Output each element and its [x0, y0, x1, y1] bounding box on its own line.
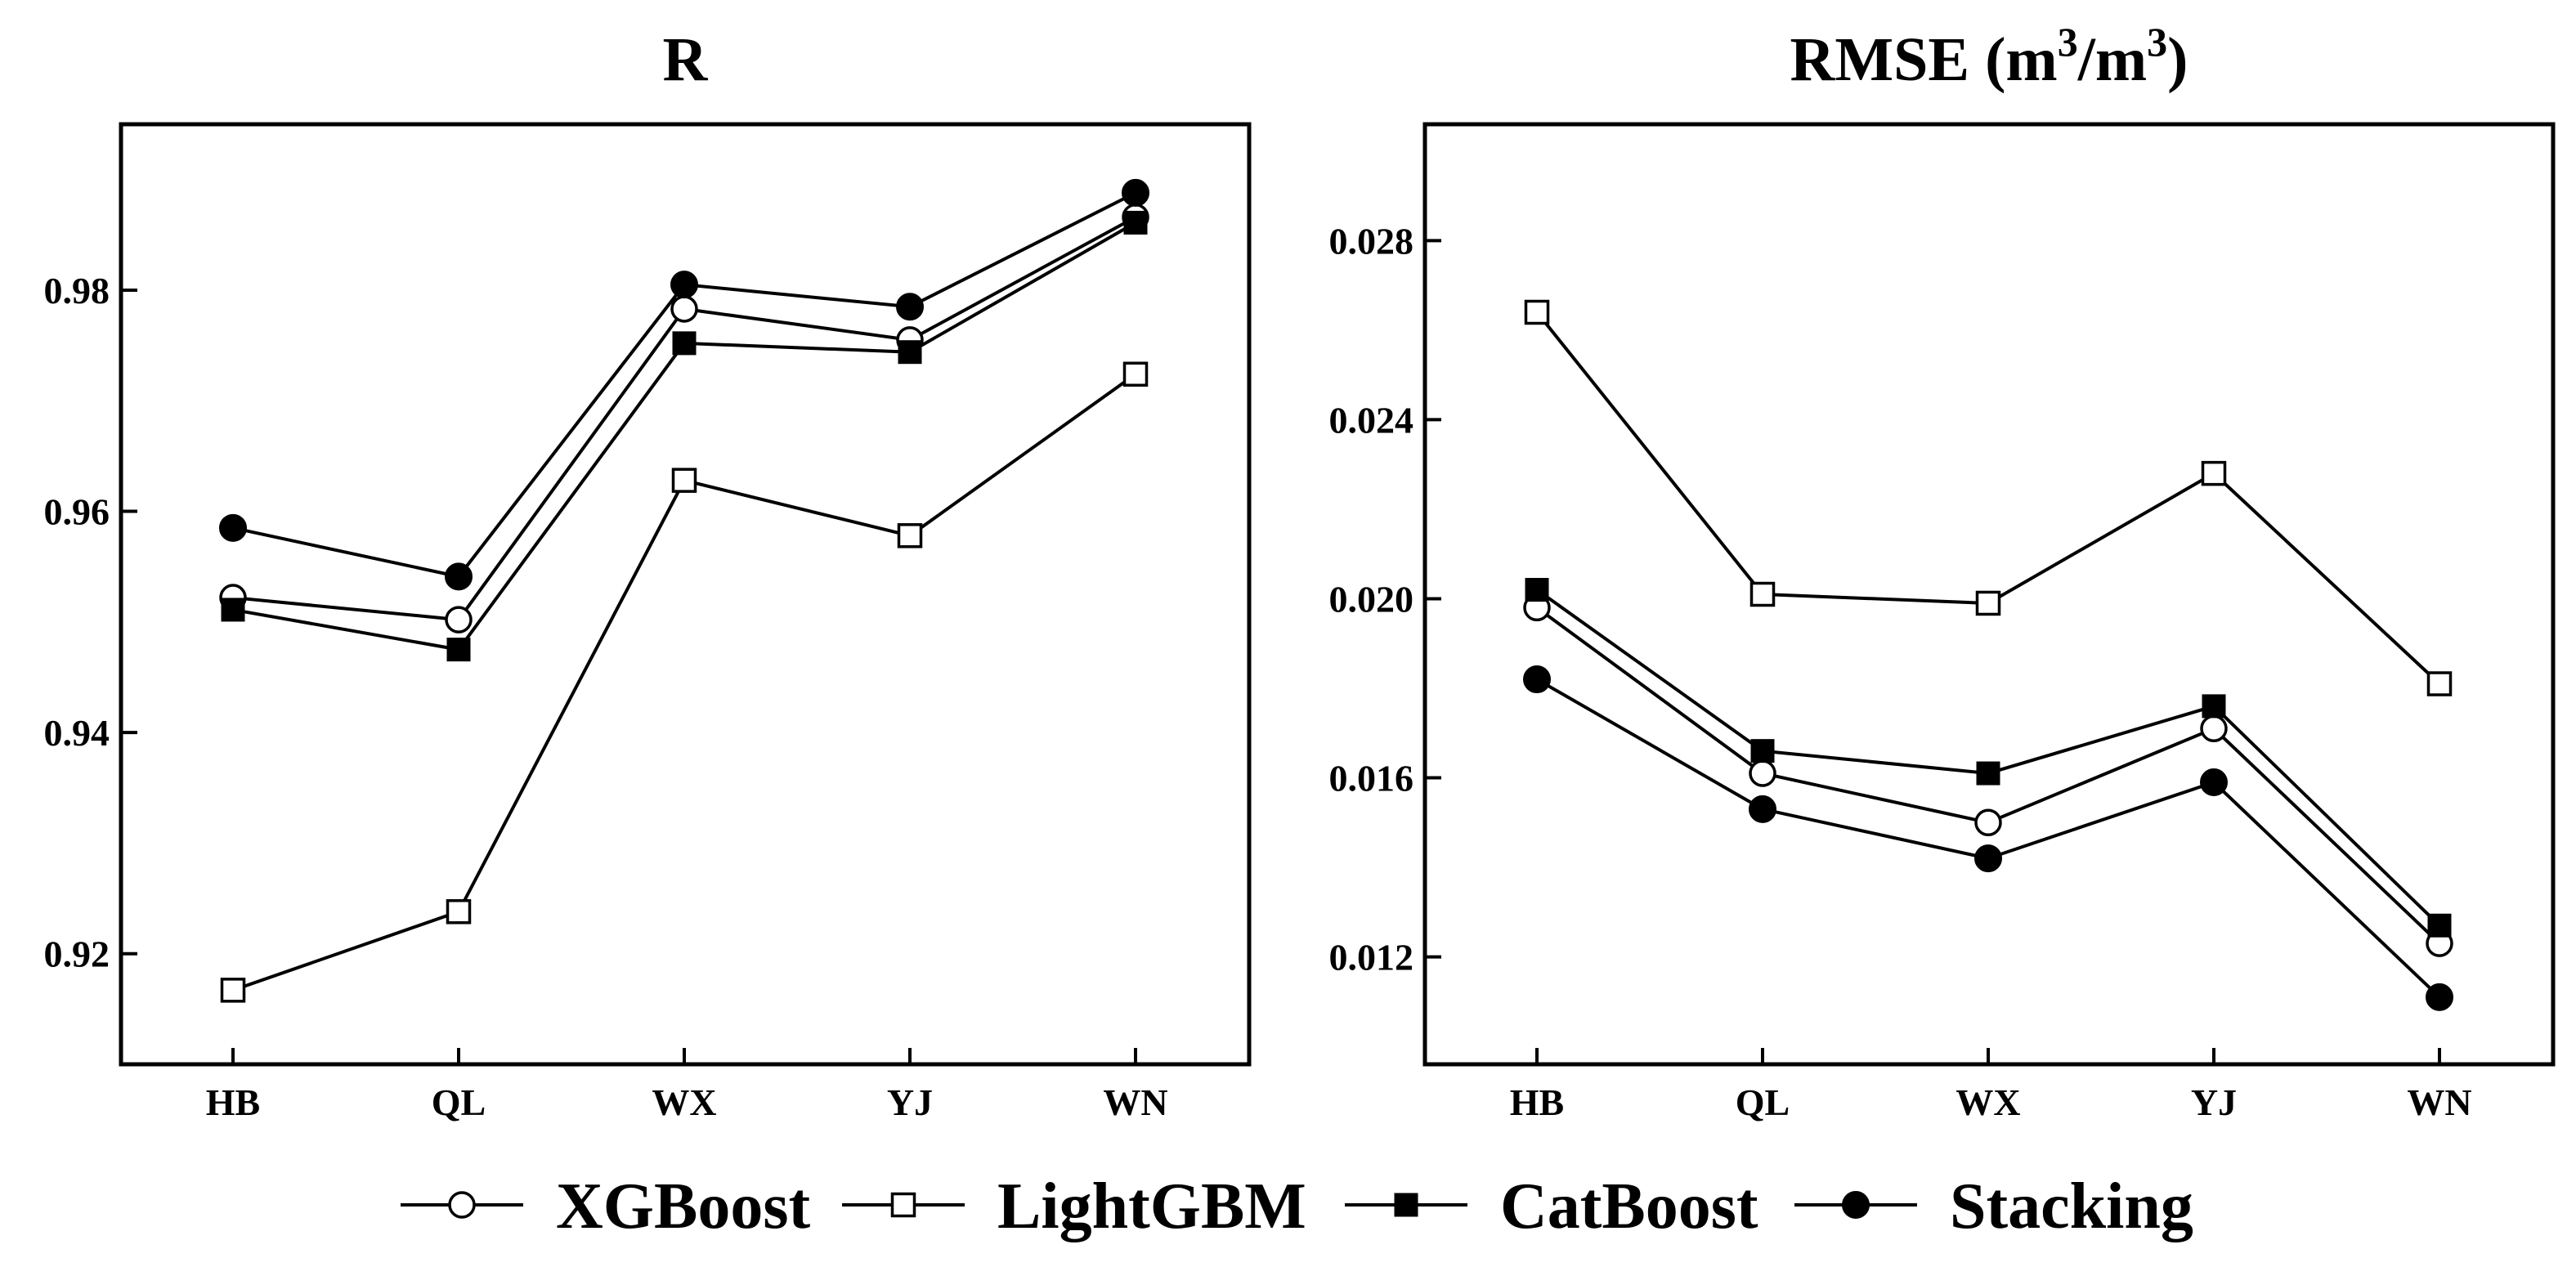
rmse-x-tick-label: QL [1736, 1081, 1790, 1123]
r-catboost-point [672, 331, 697, 356]
r-catboost-point [898, 340, 922, 365]
legend-label-lightgbm: LightGBM [997, 1171, 1306, 1242]
legend-marker-xgboost [448, 1191, 476, 1219]
legend-marker-catboost [1394, 1193, 1418, 1217]
r-chart-panel: R 0.92 0.94 0.96 0.98 HB QL WX YJ WN [44, 25, 1252, 1123]
r-plot-frame [119, 122, 1252, 1067]
rmse-catboost-point [1750, 739, 1775, 763]
rmse-stacking-line [1536, 678, 2441, 999]
r-stacking-point [670, 271, 698, 299]
legend-item-catboost: CatBoost [1345, 1171, 1758, 1242]
rmse-catboost-point [2427, 913, 2452, 938]
rmse-y-tick-label: 0.012 [1329, 937, 1414, 978]
rmse-stacking-point [1974, 844, 2002, 873]
rmse-y-tick-label: 0.024 [1329, 399, 1414, 441]
r-catboost-point [1123, 210, 1148, 235]
r-x-tick-label: WX [652, 1081, 716, 1123]
rmse-lightgbm-point [1975, 590, 2001, 616]
r-lightgbm-point [897, 523, 923, 548]
rmse-lightgbm-point [1749, 581, 1776, 607]
rmse-x-tick-label: WN [2407, 1081, 2471, 1123]
r-x-tick-label: QL [432, 1081, 486, 1123]
r-x-tick-label: WN [1103, 1081, 1167, 1123]
legend-marker-stacking [1842, 1191, 1870, 1219]
legend-label-catboost: CatBoost [1500, 1171, 1758, 1242]
title-superscript: 3 [2147, 19, 2167, 65]
legend-item-stacking: Stacking [1794, 1171, 2193, 1242]
rmse-xgboost-point [1974, 808, 2002, 837]
legend: XGBoost LightGBM CatBoost Stacking [401, 1171, 2193, 1242]
r-lightgbm-point [1122, 361, 1149, 387]
r-lightgbm-point [220, 978, 246, 1003]
r-chart-title: R [663, 25, 709, 94]
r-y-tick-label: 0.96 [44, 491, 110, 533]
r-catboost-point [221, 598, 245, 622]
rmse-stacking-point [1523, 665, 1551, 694]
r-lightgbm-point [671, 468, 697, 493]
rmse-xgboost-point [2200, 714, 2228, 743]
rmse-catboost-point [2202, 694, 2226, 719]
r-x-tick-label: HB [206, 1081, 260, 1123]
title-text-part: ) [2167, 25, 2188, 94]
r-stacking-line [232, 191, 1136, 579]
title-text-part: RMSE (m [1790, 25, 2058, 94]
rmse-lightgbm-point [2426, 671, 2453, 696]
rmse-catboost-point [1525, 578, 1549, 602]
r-stacking-point [219, 513, 247, 542]
r-xgboost-point [445, 606, 473, 634]
legend-item-lightgbm: LightGBM [842, 1171, 1306, 1242]
rmse-x-tick-label: YJ [2191, 1081, 2237, 1123]
rmse-stacking-point [2200, 768, 2228, 796]
r-catboost-point [446, 638, 471, 662]
rmse-chart-title: RMSE (m3/m3) [1790, 19, 2188, 94]
rmse-y-tick-label: 0.020 [1329, 578, 1414, 620]
legend-item-xgboost: XGBoost [401, 1171, 810, 1242]
rmse-stacking-point [1749, 795, 1776, 823]
r-y-tick-label: 0.98 [44, 270, 110, 311]
legend-label-stacking: Stacking [1950, 1171, 2193, 1242]
r-stacking-point [445, 562, 473, 591]
rmse-stacking-point [2426, 983, 2453, 1011]
rmse-catboost-point [1976, 761, 2000, 786]
r-y-tick-label: 0.94 [44, 712, 110, 754]
legend-label-xgboost: XGBoost [556, 1171, 810, 1242]
title-superscript: 3 [2058, 19, 2078, 65]
rmse-xgboost-point [1749, 759, 1776, 787]
rmse-lightgbm-point [2201, 460, 2227, 486]
rmse-x-tick-label: HB [1510, 1081, 1564, 1123]
r-lightgbm-point [446, 899, 472, 925]
title-text-part: /m [2077, 25, 2147, 94]
legend-marker-lightgbm [890, 1192, 916, 1218]
r-stacking-point [896, 293, 924, 321]
r-x-tick-label: YJ [887, 1081, 933, 1123]
rmse-lightgbm-point [1524, 299, 1550, 325]
rmse-y-tick-label: 0.016 [1329, 758, 1414, 799]
r-stacking-point [1122, 178, 1149, 207]
r-y-tick-label: 0.92 [44, 933, 110, 975]
rmse-lightgbm-line [1535, 311, 2441, 685]
r-xgboost-point [670, 295, 698, 323]
rmse-y-tick-label: 0.028 [1329, 220, 1414, 262]
rmse-x-tick-label: WX [1956, 1081, 2020, 1123]
r-lightgbm-line [232, 373, 1137, 992]
